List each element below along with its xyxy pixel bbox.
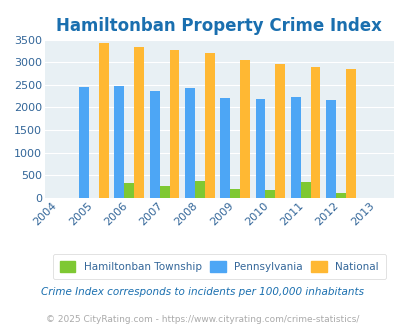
Bar [79, 87, 89, 198]
Bar [290, 97, 300, 198]
Bar [220, 98, 230, 198]
Bar [185, 87, 194, 198]
Bar [325, 100, 335, 198]
Bar [149, 90, 159, 198]
Bar [345, 69, 355, 198]
Bar [159, 186, 169, 198]
Text: © 2025 CityRating.com - https://www.cityrating.com/crime-statistics/: © 2025 CityRating.com - https://www.city… [46, 315, 359, 324]
Bar [265, 190, 275, 198]
Title: Hamiltonban Property Crime Index: Hamiltonban Property Crime Index [56, 17, 381, 35]
Bar [239, 60, 249, 198]
Bar [275, 64, 284, 198]
Bar [255, 99, 265, 198]
Bar [169, 50, 179, 198]
Bar [194, 181, 204, 198]
Legend: Hamiltonban Township, Pennsylvania, National: Hamiltonban Township, Pennsylvania, Nati… [52, 254, 385, 279]
Bar [124, 183, 134, 198]
Bar [230, 189, 239, 198]
Bar [99, 44, 109, 198]
Bar [335, 193, 345, 198]
Text: Crime Index corresponds to incidents per 100,000 inhabitants: Crime Index corresponds to incidents per… [41, 287, 364, 297]
Bar [300, 182, 310, 198]
Bar [134, 47, 144, 198]
Bar [114, 86, 124, 198]
Bar [310, 67, 320, 198]
Bar [204, 53, 214, 198]
